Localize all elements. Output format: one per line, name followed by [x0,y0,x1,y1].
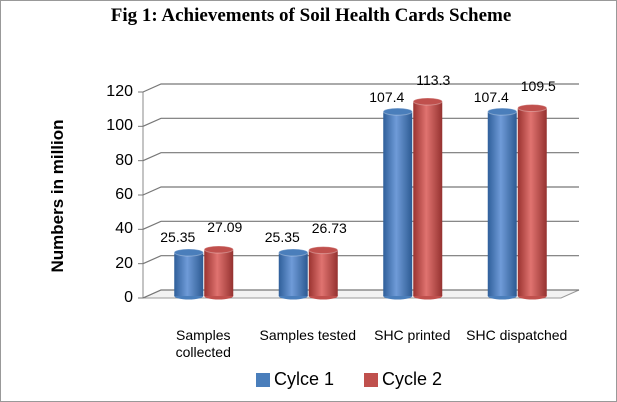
bar [278,248,309,300]
legend-label: Cycle 2 [382,369,443,389]
value-label: 113.3 [416,71,451,88]
legend-label: Cylce 1 [274,369,335,389]
x-tick-label: Samples tested [259,327,357,343]
y-axis-label: Numbers in million [48,119,67,273]
value-label: 27.09 [207,219,243,236]
value-label: 25.35 [264,229,300,246]
grid-line [142,83,579,93]
bar [308,246,339,300]
value-label: 26.73 [311,220,347,237]
y-tick-label: 100 [106,117,133,135]
y-tick-label: 60 [115,186,133,203]
x-tick-label: SHC dispatched [466,327,568,343]
x-tick-label: SHC printed [374,327,451,343]
bar [412,97,443,300]
chart-title: Fig 1: Achievements of Soil Health Cards… [110,5,512,26]
legend-swatch [256,373,270,387]
y-tick-label: 40 [115,220,133,238]
bar [203,245,234,300]
legend-swatch [364,373,378,387]
value-label: 25.35 [160,229,196,246]
bar [487,107,518,300]
value-label: 107.4 [369,88,405,105]
y-tick-label: 0 [124,289,133,306]
bar [173,248,204,300]
bar [517,104,548,300]
y-tick-label: 20 [115,254,133,272]
value-label: 109.5 [520,78,556,95]
bar [382,107,413,300]
x-tick-label: Samples collected [175,327,231,360]
value-label: 107.4 [473,88,509,105]
y-tick-label: 80 [115,151,133,169]
y-tick-label: 120 [106,83,133,100]
